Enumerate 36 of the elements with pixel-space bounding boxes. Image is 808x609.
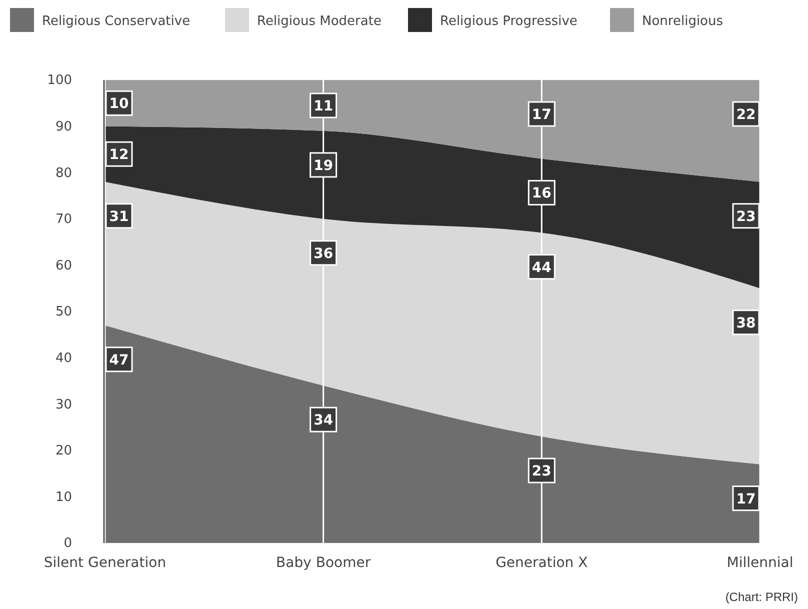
data-label: 19 xyxy=(314,158,334,174)
y-tick-label: 60 xyxy=(55,258,72,274)
y-tick-label: 30 xyxy=(55,397,72,412)
data-label: 36 xyxy=(314,246,334,262)
data-label: 11 xyxy=(314,98,334,114)
data-label: 10 xyxy=(109,96,129,112)
y-tick-label: 50 xyxy=(55,304,72,320)
y-tick-label: 70 xyxy=(55,212,72,228)
data-label: 12 xyxy=(109,147,129,164)
x-tick-label: Millennial xyxy=(726,555,794,571)
data-label: 31 xyxy=(109,208,129,225)
x-tick-label: Generation X xyxy=(496,555,588,571)
data-label: 23 xyxy=(532,464,552,480)
legend-label: Nonreligious xyxy=(642,14,724,29)
y-tick-label: 100 xyxy=(47,73,72,88)
legend-label: Religious Moderate xyxy=(257,14,382,29)
y-tick-label: 40 xyxy=(55,350,72,366)
legend-label: Religious Conservative xyxy=(42,14,190,29)
data-label: 16 xyxy=(532,186,552,202)
data-label: 22 xyxy=(736,107,756,123)
legend-label: Religious Progressive xyxy=(440,14,578,29)
x-tick-label: Silent Generation xyxy=(44,555,166,571)
y-tick-label: 0 xyxy=(64,536,72,552)
data-label: 17 xyxy=(532,107,552,123)
data-label: 47 xyxy=(109,352,129,368)
data-label: 44 xyxy=(532,260,552,276)
text: (Chart: PRRI) xyxy=(725,590,798,604)
y-tick-label: 20 xyxy=(55,444,72,459)
data-label: 38 xyxy=(736,315,756,332)
data-label: 17 xyxy=(736,491,756,508)
x-tick-label: Baby Boomer xyxy=(276,555,371,571)
data-label: 34 xyxy=(314,412,334,429)
y-tick-label: 90 xyxy=(55,119,72,134)
data-label: 23 xyxy=(736,208,756,225)
y-tick-label: 80 xyxy=(55,166,72,181)
y-tick-label: 10 xyxy=(55,490,72,505)
